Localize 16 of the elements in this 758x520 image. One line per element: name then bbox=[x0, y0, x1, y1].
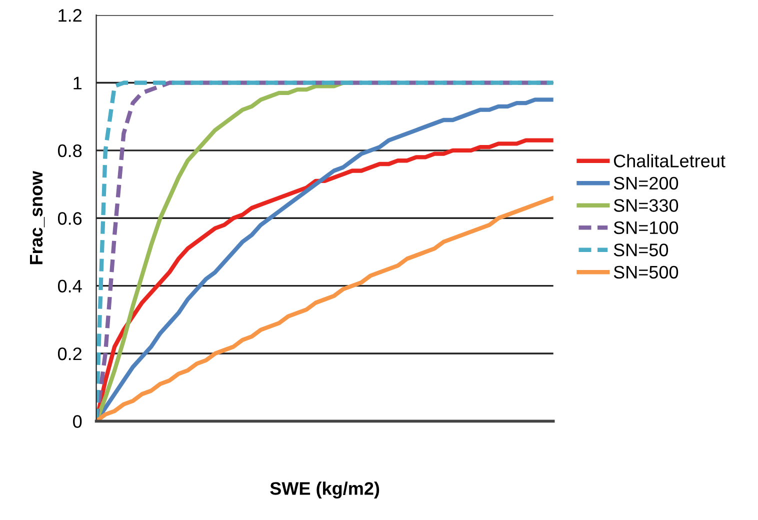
legend-label: ChalitaLetreut bbox=[614, 154, 726, 168]
legend-label: SN=100 bbox=[614, 221, 678, 234]
y-tick-label: 1 bbox=[74, 76, 82, 90]
y-axis-title: Frac_snow bbox=[30, 170, 45, 264]
line-series bbox=[96, 196, 554, 422]
y-tick-label: 1.2 bbox=[58, 9, 82, 22]
y-tick-label: 0.4 bbox=[58, 280, 82, 293]
y-tick-label: 0.8 bbox=[58, 144, 82, 158]
y-tick-label: 0.6 bbox=[58, 212, 82, 225]
y-tick-label: 0.2 bbox=[58, 347, 82, 360]
legend-label: SN=330 bbox=[614, 199, 678, 212]
x-axis-title: SWE (kg/m2) bbox=[270, 482, 380, 499]
legend-label: SN=500 bbox=[614, 266, 678, 279]
legend-label: SN=50 bbox=[614, 244, 668, 256]
y-tick-label: 0 bbox=[73, 415, 82, 428]
legend-label: SN=200 bbox=[614, 176, 678, 190]
